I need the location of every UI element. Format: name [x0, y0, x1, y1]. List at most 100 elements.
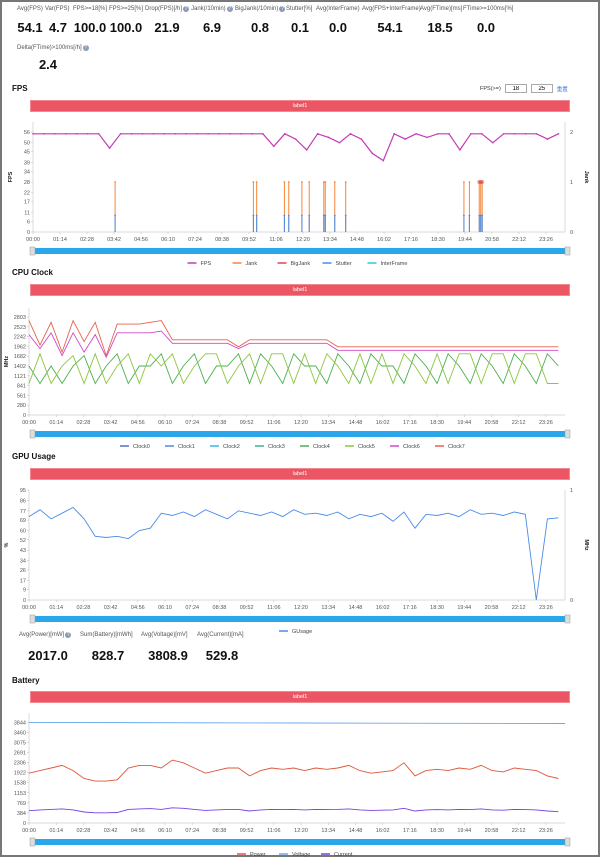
legend-item-bigjank[interactable]: BigJank [277, 261, 311, 267]
x-tick-label: 03:42 [104, 420, 118, 426]
legend-item-power[interactable]: Power [237, 852, 266, 857]
series-fps-point [185, 132, 188, 135]
legend-item-current[interactable]: Current [321, 852, 353, 857]
y-tick-label: 384 [17, 811, 26, 817]
label-bar-battery[interactable]: label1 [30, 691, 570, 703]
range-slider[interactable] [30, 431, 570, 437]
series-fps-point [119, 132, 122, 135]
y-tick-label: 34 [20, 559, 26, 565]
series-stutter-marker [463, 214, 465, 217]
x-tick-label: 17:16 [403, 605, 417, 611]
stat-fps-18: FPS>=18[%] 100.0 [73, 6, 107, 35]
x-tick-label: 02:28 [77, 828, 91, 834]
stat-value: 4.7 [48, 20, 68, 35]
legend-item-clock6[interactable]: Clock6 [390, 444, 420, 450]
gpu-usage-chart: 0 9 17 26 34 43 52 60 69 77 86 95% 0 1 MHz 00:00 01:14 02… [4, 488, 589, 634]
x-tick-label: 07:24 [185, 420, 199, 426]
series-fps-point [371, 152, 374, 155]
series-stutter-marker [287, 214, 290, 217]
range-slider-right-handle[interactable] [564, 246, 571, 256]
legend-label: Clock2 [223, 444, 240, 450]
fps-threshold-high-input[interactable] [530, 84, 553, 93]
label-bar-fps[interactable]: label1 [30, 100, 570, 112]
y2-tick-label: 0 [570, 598, 573, 604]
series-fps-point [141, 132, 144, 135]
series-jank-marker [283, 181, 286, 183]
legend-label: GUsage [292, 629, 312, 634]
series-fps-point [86, 132, 89, 135]
stat-value: 18.5 [427, 20, 453, 35]
legend-item-interframe[interactable]: InterFrame [367, 261, 408, 267]
range-slider-left-handle[interactable] [29, 614, 36, 624]
series-stutter-marker [308, 214, 311, 217]
x-tick-label: 19:44 [458, 237, 472, 243]
series-fps-point [251, 132, 253, 135]
x-tick-label: 12:20 [294, 605, 308, 611]
y-tick-label: 28 [24, 180, 30, 186]
y-tick-label: 3460 [14, 730, 26, 736]
help-icon[interactable]: ? [226, 6, 233, 12]
stat-jank-10min: Jank(/10min)? 6.9 [191, 6, 233, 35]
x-tick-label: 16:02 [376, 605, 390, 611]
y-tick-label: 1153 [14, 791, 26, 797]
legend-item-stutter[interactable]: Stutter [322, 261, 352, 267]
range-slider[interactable] [30, 248, 570, 254]
legend-item-clock3[interactable]: Clock3 [255, 444, 285, 450]
series-fps-point [273, 145, 275, 148]
range-slider-right-handle[interactable] [564, 614, 571, 624]
fps-threshold-low-input[interactable] [504, 84, 527, 93]
range-slider-left-handle[interactable] [29, 837, 36, 847]
series-stutter-marker [478, 214, 481, 217]
stat-value: 2.4 [38, 57, 58, 72]
x-tick-label: 03:42 [107, 237, 121, 243]
series-jank-marker [344, 181, 347, 183]
series-fps-point [305, 149, 308, 151]
y-tick-label: 0 [23, 413, 26, 419]
stat-value: 0.1 [290, 20, 310, 35]
range-slider-left-handle[interactable] [29, 429, 36, 439]
stat-avg-ftime-ms: Avg(FTime)[ms] 18.5 [420, 6, 462, 35]
help-icon[interactable]: ? [65, 632, 72, 638]
y2-axis-label: MHz [583, 539, 589, 551]
series-fps-point [404, 138, 406, 140]
help-icon[interactable]: ? [279, 6, 286, 12]
x-tick-label: 02:28 [77, 605, 91, 611]
series-fps-point [470, 132, 472, 135]
legend-item-clock4[interactable]: Clock4 [300, 444, 330, 450]
series-voltage-line [28, 721, 566, 724]
legend-item-clock7[interactable]: Clock7 [435, 444, 465, 450]
x-tick-label: 19:44 [457, 828, 471, 834]
range-slider-right-handle[interactable] [564, 837, 571, 847]
legend-item-jank[interactable]: Jank [232, 261, 258, 267]
y-axis-label: MHz [4, 356, 10, 368]
x-tick-label: 20:58 [485, 420, 499, 426]
legend-item-clock5[interactable]: Clock5 [345, 444, 375, 450]
series-jank-marker [324, 181, 327, 183]
range-slider-left-handle[interactable] [29, 246, 36, 256]
help-icon[interactable]: ? [82, 45, 89, 51]
y-tick-label: 52 [20, 538, 26, 544]
range-slider-right-handle[interactable] [564, 429, 571, 439]
y-tick-label: 0 [23, 821, 26, 827]
label-bar-gpu[interactable]: label1 [30, 468, 570, 480]
legend-item-clock0[interactable]: Clock0 [120, 444, 150, 450]
x-tick-label: 12:20 [294, 828, 308, 834]
legend-item-gusage[interactable]: GUsage [279, 629, 312, 634]
legend-label: Clock3 [268, 444, 285, 450]
legend-item-clock2[interactable]: Clock2 [210, 444, 240, 450]
legend-item-clock1[interactable]: Clock1 [165, 444, 195, 450]
label-bar-cpu[interactable]: label1 [30, 284, 570, 296]
legend-item-voltage[interactable]: Voltage [279, 852, 310, 857]
x-tick-label: 09:52 [240, 828, 254, 834]
x-tick-label: 17:16 [403, 420, 417, 426]
legend-item-fps[interactable]: FPS [187, 261, 212, 267]
x-tick-label: 14:48 [349, 828, 363, 834]
x-tick-label: 23:26 [539, 420, 553, 426]
stat-label: Avg(InterFrame) [316, 6, 360, 12]
x-tick-label: 11:06 [267, 828, 280, 834]
reset-link[interactable]: 重置 [556, 86, 568, 93]
range-slider[interactable] [30, 616, 570, 622]
x-tick-label: 06:10 [161, 237, 175, 243]
range-slider[interactable] [30, 839, 570, 845]
help-icon[interactable]: ? [183, 6, 190, 12]
